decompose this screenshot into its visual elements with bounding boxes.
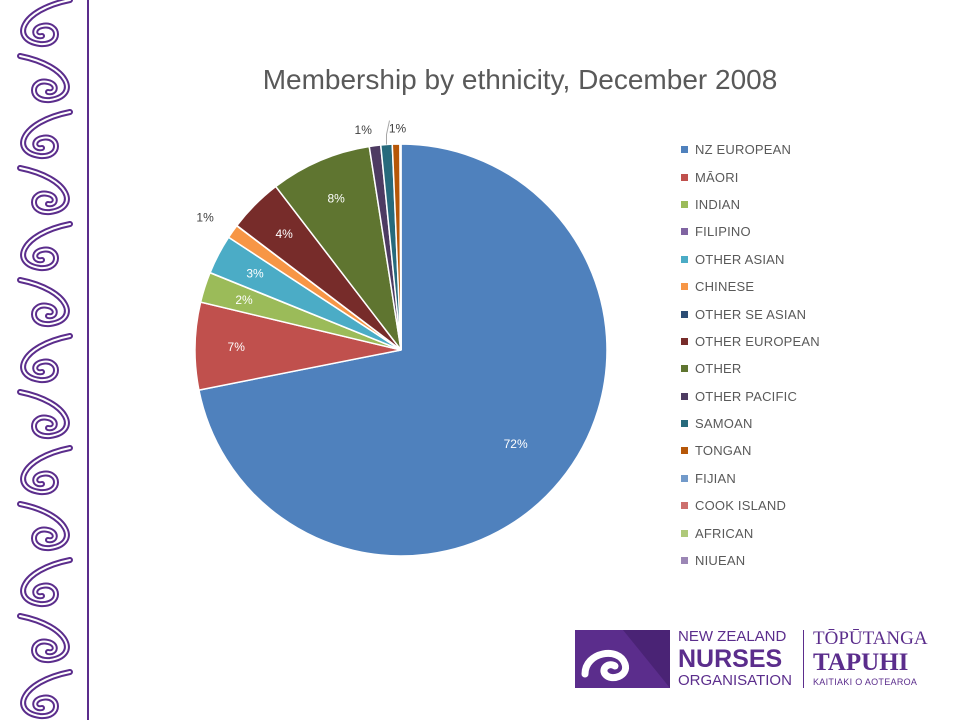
legend-item: NZ EUROPEAN (681, 136, 820, 163)
legend-swatch (681, 255, 688, 263)
pie-slice-other (274, 145, 402, 351)
data-label-other: 8% (328, 191, 346, 205)
legend-swatch (681, 310, 688, 318)
nzno-wordmark: NEW ZEALAND NURSES ORGANISATION (678, 628, 798, 690)
legend-label: NZ EUROPEAN (695, 142, 792, 158)
legend-item: TONGAN (681, 437, 820, 464)
legend-swatch (681, 228, 688, 236)
data-label-indian: 2% (235, 293, 253, 307)
maori-line3: KAITIAKI O AOTEAROA (813, 677, 918, 687)
nzno-koru-logo-icon (575, 630, 670, 688)
maori-kowhaiwhai-border-icon (17, 0, 89, 720)
legend-label: COOK ISLAND (695, 498, 787, 514)
maori-wordmark: TŌPŪTANGA TAPUHI KAITIAKI O AOTEAROA (813, 628, 928, 688)
legend-label: TONGAN (695, 443, 752, 459)
legend-swatch (681, 420, 688, 428)
legend-swatch (681, 200, 688, 208)
legend-item: OTHER ASIAN (681, 246, 820, 273)
legend-item: CHINESE (681, 273, 820, 300)
legend-item: NIUEAN (681, 547, 820, 574)
legend-swatch (681, 502, 688, 510)
legend-label: OTHER ASIAN (695, 251, 785, 267)
legend-label: INDIAN (695, 196, 741, 212)
nzno-logo: NEW ZEALAND NURSES ORGANISATION TŌPŪTANG… (575, 628, 935, 692)
legend-swatch (681, 392, 688, 400)
nzno-line1: NEW ZEALAND (678, 628, 787, 645)
legend-swatch (681, 365, 688, 373)
legend-label: SAMOAN (695, 416, 753, 432)
leader-line (385, 120, 390, 145)
chart-title: Membership by ethnicity, December 2008 (262, 64, 778, 95)
legend-item: OTHER (681, 355, 820, 382)
legend-label: OTHER PACIFIC (695, 388, 798, 404)
legend-item: FILIPINO (681, 218, 820, 245)
legend-swatch (681, 283, 688, 291)
legend-item: OTHER EUROPEAN (681, 328, 820, 355)
maori-line2: TAPUHI (813, 649, 909, 676)
legend-label: OTHER (695, 361, 742, 377)
legend-swatch (681, 474, 688, 482)
legend-item: COOK ISLAND (681, 492, 820, 519)
chart-legend: NZ EUROPEAN MĀORI INDIAN FILIPINO OTHER ASIA… (681, 136, 820, 574)
legend-label: FILIPINO (695, 224, 751, 240)
maori-line1: TŌPŪTANGA (813, 628, 928, 649)
nzno-line2: NURSES (678, 645, 783, 673)
data-label-chinese: 1% (196, 210, 214, 224)
legend-label: AFRICAN (695, 525, 754, 541)
legend-label: OTHER EUROPEAN (695, 333, 820, 349)
legend-swatch (681, 529, 688, 537)
legend-label: FIJIAN (695, 470, 736, 486)
data-label-nz-european: 72% (504, 437, 528, 451)
legend-item: OTHER PACIFIC (681, 383, 820, 410)
legend-swatch (681, 557, 688, 565)
legend-swatch (681, 337, 688, 345)
legend-item: SAMOAN (681, 410, 820, 437)
legend-label: OTHER SE ASIAN (695, 306, 807, 322)
data-label-other-asian: 3% (246, 267, 264, 281)
legend-item: AFRICAN (681, 519, 820, 546)
legend-label: NIUEAN (695, 553, 746, 569)
nzno-line3: ORGANISATION (678, 672, 792, 689)
pie-slice-nz-european (198, 143, 608, 557)
data-label-m-ori: 7% (228, 340, 246, 354)
legend-item: MĀORI (681, 163, 820, 190)
legend-item: FIJIAN (681, 465, 820, 492)
data-label-other-european: 4% (276, 227, 294, 241)
legend-item: OTHER SE ASIAN (681, 300, 820, 327)
legend-swatch (681, 173, 688, 181)
legend-swatch (681, 447, 688, 455)
legend-swatch (681, 146, 688, 154)
legend-label: CHINESE (695, 279, 755, 295)
legend-label: MĀORI (695, 169, 739, 185)
logo-divider (803, 630, 804, 688)
data-label-other-pacific: 1% (355, 123, 373, 137)
legend-item: INDIAN (681, 191, 820, 218)
data-label-samoan: 1% (389, 122, 407, 136)
